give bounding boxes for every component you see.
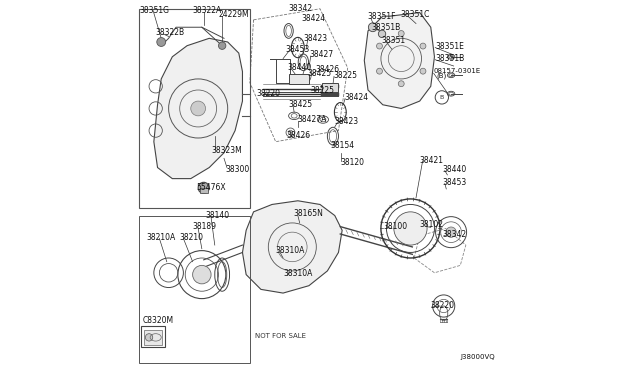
Text: 38310A: 38310A	[283, 269, 312, 278]
Text: J38000VQ: J38000VQ	[460, 353, 495, 360]
Text: 38189: 38189	[193, 222, 216, 231]
Circle shape	[369, 23, 377, 32]
Text: 38427: 38427	[309, 51, 333, 60]
Text: 38425: 38425	[307, 69, 332, 78]
Bar	[143, 330, 162, 345]
Text: 38351B: 38351B	[371, 23, 400, 32]
Text: 38300: 38300	[226, 165, 250, 174]
Circle shape	[198, 182, 209, 193]
Circle shape	[420, 43, 426, 49]
Polygon shape	[154, 38, 243, 179]
Text: 38425: 38425	[289, 100, 313, 109]
Text: 38102: 38102	[419, 220, 443, 229]
Text: 38225: 38225	[310, 86, 335, 94]
Text: 38351: 38351	[381, 36, 405, 45]
Text: 38322A: 38322A	[193, 6, 222, 15]
Text: 38342: 38342	[289, 4, 313, 13]
Text: 38421: 38421	[420, 155, 444, 165]
Text: 38424: 38424	[345, 93, 369, 102]
Circle shape	[398, 81, 404, 87]
Bar	[139, 215, 250, 363]
Text: 38220: 38220	[257, 89, 280, 98]
Circle shape	[288, 130, 292, 135]
Text: 24229M: 24229M	[218, 10, 249, 19]
Text: C8320M: C8320M	[143, 316, 174, 325]
Bar	[200, 188, 208, 193]
Circle shape	[157, 38, 166, 46]
Circle shape	[191, 101, 205, 116]
Circle shape	[218, 42, 226, 49]
Text: 38453: 38453	[443, 178, 467, 187]
Text: 38351G: 38351G	[139, 6, 169, 15]
Text: 38225: 38225	[333, 71, 358, 80]
Text: 38310A: 38310A	[276, 246, 305, 255]
Text: 38440: 38440	[443, 165, 467, 174]
Polygon shape	[364, 13, 435, 109]
Circle shape	[420, 68, 426, 74]
Text: 38140: 38140	[205, 211, 230, 220]
Text: 38322B: 38322B	[156, 28, 185, 37]
Circle shape	[398, 31, 404, 36]
Text: 38427A: 38427A	[297, 115, 326, 124]
Text: 38220: 38220	[431, 301, 455, 311]
Bar	[141, 326, 165, 347]
Circle shape	[446, 227, 456, 237]
Bar	[289, 74, 309, 84]
Text: 38426: 38426	[287, 131, 311, 140]
Text: 38440: 38440	[287, 63, 312, 72]
Text: 38210: 38210	[179, 233, 203, 242]
Text: 38351E: 38351E	[435, 42, 464, 51]
Text: (B): (B)	[436, 73, 446, 79]
Text: 38423: 38423	[335, 117, 359, 126]
Circle shape	[378, 30, 386, 38]
Circle shape	[376, 43, 383, 49]
Text: B: B	[440, 95, 444, 100]
Text: NOT FOR SALE: NOT FOR SALE	[255, 333, 307, 339]
Text: 38154: 38154	[330, 141, 354, 150]
Text: 38424: 38424	[301, 13, 326, 22]
Bar	[322, 83, 339, 92]
Text: 38210A: 38210A	[147, 233, 176, 242]
Text: 38351B: 38351B	[435, 54, 465, 63]
Text: 38426: 38426	[316, 65, 340, 74]
Text: 38165N: 38165N	[293, 209, 323, 218]
Text: 38351C: 38351C	[401, 10, 430, 19]
Circle shape	[394, 212, 427, 245]
Circle shape	[145, 334, 153, 341]
Text: 08157-0301E: 08157-0301E	[434, 68, 481, 74]
Text: 38120: 38120	[340, 157, 364, 167]
Text: 38323M: 38323M	[211, 147, 242, 155]
Bar	[139, 9, 250, 208]
Circle shape	[376, 68, 383, 74]
Text: 55476X: 55476X	[196, 183, 226, 192]
Text: 38100: 38100	[383, 222, 408, 231]
Circle shape	[193, 265, 211, 284]
Text: 38423: 38423	[303, 34, 328, 43]
Text: 38351F: 38351F	[367, 12, 396, 22]
Text: 38342: 38342	[443, 230, 467, 239]
Text: 38453: 38453	[285, 45, 309, 54]
Polygon shape	[243, 201, 342, 293]
